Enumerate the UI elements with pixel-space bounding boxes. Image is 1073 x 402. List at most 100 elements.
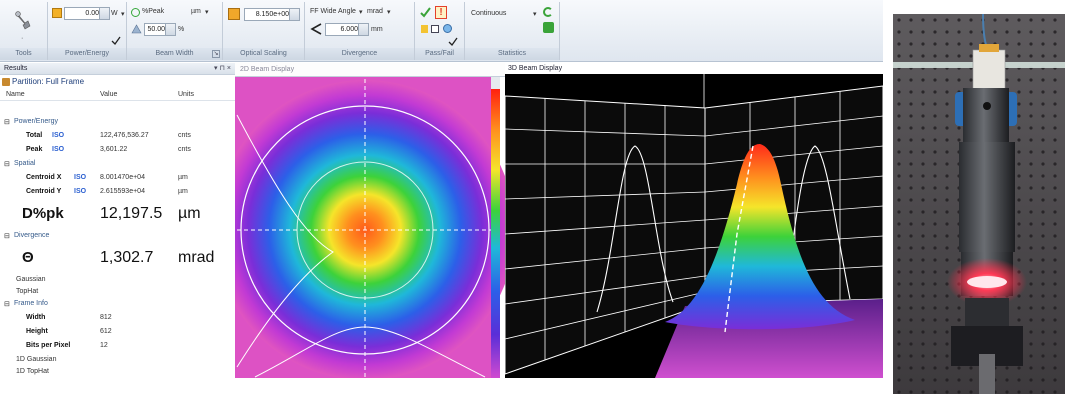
results-panel-pin-controls[interactable]: ▾ ⊓ × bbox=[214, 63, 231, 75]
results-row[interactable]: Height 612 bbox=[0, 325, 235, 339]
partition-label: Partition: Full Frame bbox=[12, 77, 84, 86]
ribbon-group-tools: · Tools bbox=[0, 2, 48, 60]
beam-width-dialog-launcher-icon[interactable]: ↘ bbox=[212, 50, 220, 58]
power-value-input[interactable]: 0.00 bbox=[64, 7, 110, 20]
results-row[interactable]: 1D Gaussian bbox=[0, 353, 235, 365]
results-category-row[interactable]: ⊟ Divergence bbox=[0, 229, 235, 243]
divergence-distance-input[interactable]: 6.000 bbox=[325, 23, 369, 36]
results-row-label: Width bbox=[26, 314, 45, 321]
ribbon-group-divergence: FF Wide Angle ▾ mrad ▾ 6.000 mm Divergen… bbox=[305, 2, 415, 60]
divergence-distance-unit: mm bbox=[371, 26, 383, 33]
fail-warning-icon[interactable]: ! bbox=[435, 6, 447, 19]
group-label-pass-fail: Pass/Fail bbox=[415, 48, 464, 60]
ribbon-group-power-energy: 0.00 W ▾ Power/Energy bbox=[48, 2, 127, 60]
divergence-unit-chevron-icon[interactable]: ▾ bbox=[387, 8, 391, 16]
divergence-mode-chevron-icon[interactable]: ▾ bbox=[359, 8, 363, 16]
results-row[interactable]: Gaussian bbox=[0, 273, 235, 285]
results-category-row[interactable]: ⊟ Power/Energy bbox=[0, 115, 235, 129]
results-row[interactable]: Centroid Y ISO 2.615593e+04 µm bbox=[0, 185, 235, 199]
beam-profiler-photo bbox=[893, 14, 1065, 394]
results-row-label: Divergence bbox=[14, 232, 49, 239]
results-row[interactable]: Peak ISO 3,601.22 cnts bbox=[0, 143, 235, 157]
results-row[interactable]: Centroid X ISO 8.001470e+04 µm bbox=[0, 171, 235, 185]
results-row[interactable]: Bits per Pixel 12 bbox=[0, 339, 235, 353]
results-row[interactable]: TopHat bbox=[0, 285, 235, 297]
partition-icon bbox=[2, 78, 10, 86]
group-label-beam-width: Beam Width bbox=[127, 48, 222, 60]
results-row-label: D%pk bbox=[22, 205, 64, 222]
statistics-reset-icon[interactable] bbox=[543, 22, 554, 33]
expand-collapse-icon[interactable]: ⊟ bbox=[4, 118, 10, 126]
iso-badge: ISO bbox=[74, 188, 86, 195]
statistics-refresh-icon[interactable] bbox=[543, 7, 553, 17]
beam-image-2d[interactable] bbox=[235, 77, 505, 378]
group-label-divergence: Divergence bbox=[305, 48, 414, 60]
results-title: Results bbox=[4, 65, 27, 72]
expand-collapse-icon[interactable]: ⊟ bbox=[4, 232, 10, 240]
optical-scaling-input[interactable]: 8.150e+00 bbox=[244, 8, 300, 21]
partition-selector[interactable]: Partition: Full Frame bbox=[0, 75, 235, 89]
beam-display-2d-title: 2D Beam Display bbox=[240, 66, 294, 73]
group-label-tools: Tools bbox=[0, 48, 47, 60]
power-unit-chevron-icon[interactable]: ▾ bbox=[121, 10, 125, 18]
ribbon-group-pass-fail: ! Pass/Fail bbox=[415, 2, 465, 60]
results-row-label: 1D TopHat bbox=[16, 368, 49, 375]
results-column-header: Name Value Units bbox=[0, 89, 235, 101]
results-row-value: 612 bbox=[100, 328, 112, 335]
results-row[interactable]: Total ISO 122,476,536.27 cnts bbox=[0, 129, 235, 143]
results-row-unit: cnts bbox=[178, 132, 191, 139]
expand-collapse-icon[interactable]: ⊟ bbox=[4, 160, 10, 168]
tools-wrench-icon[interactable] bbox=[14, 10, 32, 32]
beam-display-3d-panel: 3D Beam Display bbox=[505, 63, 883, 378]
pass-fail-lamp-icon[interactable] bbox=[421, 25, 428, 33]
results-row-label: Centroid Y bbox=[26, 188, 61, 195]
results-row-unit: µm bbox=[178, 188, 188, 195]
beam-width-percent-unit: % bbox=[178, 26, 184, 33]
results-row[interactable]: Θ 1,302.7 mrad bbox=[0, 243, 235, 273]
beam-width-mode-select[interactable]: %Peak bbox=[142, 8, 164, 15]
results-row[interactable]: 1D TopHat bbox=[0, 365, 235, 377]
pass-check-icon[interactable] bbox=[420, 7, 431, 18]
results-row-label: Peak bbox=[26, 146, 42, 153]
tools-dropdown-icon[interactable]: · bbox=[21, 35, 23, 42]
beam-plot-3d[interactable] bbox=[505, 74, 883, 378]
column-name: Name bbox=[6, 89, 25, 101]
beam-spot bbox=[235, 80, 505, 378]
pass-fail-apply-check-icon[interactable] bbox=[448, 37, 458, 46]
beam-width-percent-input[interactable]: 50.00 bbox=[144, 23, 176, 36]
results-row[interactable]: D%pk 12,197.5 µm bbox=[0, 199, 235, 229]
beam-profiler-photo-image bbox=[893, 14, 1065, 394]
results-row-unit: µm bbox=[178, 205, 201, 223]
beam-width-unit-select[interactable]: µm bbox=[191, 8, 201, 15]
results-row-label: TopHat bbox=[16, 288, 38, 295]
results-row-value: 3,601.22 bbox=[100, 146, 127, 153]
beam-display-3d-title: 3D Beam Display bbox=[508, 65, 562, 72]
divergence-mode-select[interactable]: FF Wide Angle bbox=[310, 8, 356, 15]
divergence-unit-select[interactable]: mrad bbox=[367, 8, 383, 15]
power-unit-select[interactable]: W bbox=[111, 10, 118, 17]
results-row-label: Bits per Pixel bbox=[26, 342, 70, 349]
results-category-row[interactable]: ⊟ Frame Info bbox=[0, 297, 235, 311]
results-row-label: Total bbox=[26, 132, 42, 139]
pass-fail-info-icon[interactable] bbox=[443, 24, 452, 33]
results-row-label: Θ bbox=[22, 249, 34, 266]
beam-display-2d-panel: 2D Beam Display bbox=[235, 63, 505, 378]
color-palette-bar bbox=[491, 89, 500, 378]
results-row-label: Frame Info bbox=[14, 300, 48, 307]
results-row-label: Height bbox=[26, 328, 48, 335]
results-row[interactable]: Width 812 bbox=[0, 311, 235, 325]
results-category-row[interactable]: ⊟ Spatial bbox=[0, 157, 235, 171]
results-row-unit: mrad bbox=[178, 249, 214, 267]
power-icon bbox=[52, 8, 62, 18]
statistics-mode-chevron-icon[interactable]: ▾ bbox=[533, 10, 537, 18]
statistics-mode-select[interactable]: Continuous bbox=[471, 10, 506, 17]
divergence-angle-icon bbox=[310, 23, 322, 35]
results-row-label: Centroid X bbox=[26, 174, 61, 181]
power-apply-check-icon[interactable] bbox=[111, 36, 121, 45]
expand-collapse-icon[interactable]: ⊟ bbox=[4, 300, 10, 308]
beam-width-unit-chevron-icon[interactable]: ▾ bbox=[205, 8, 209, 16]
scaling-ruler-icon bbox=[228, 8, 240, 20]
results-row-value: 8.001470e+04 bbox=[100, 174, 145, 181]
pass-fail-sound-icon[interactable] bbox=[431, 25, 439, 33]
beam-width-circle-icon bbox=[131, 8, 140, 17]
